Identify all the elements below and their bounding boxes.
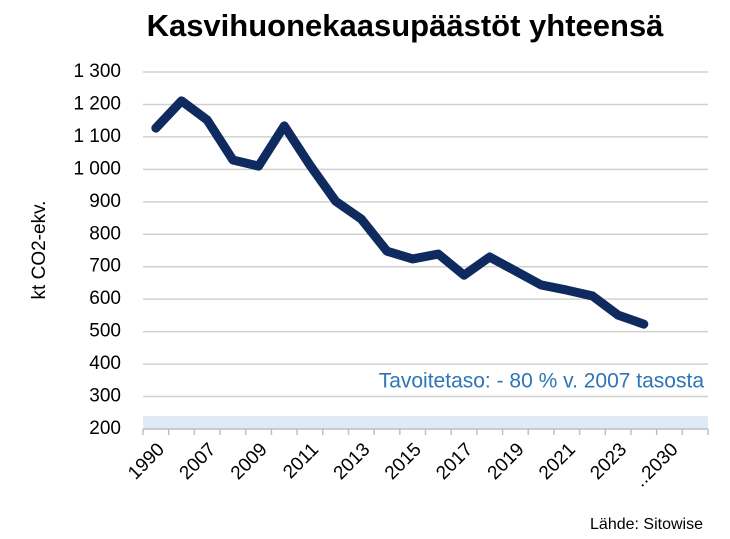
- x-tick-label: 1990: [124, 439, 169, 484]
- y-tick-label: 1 000: [73, 158, 121, 179]
- source: Lähde: Sitowise: [590, 516, 703, 533]
- y-tick-label: 1 100: [73, 126, 121, 147]
- y-tick-label: 600: [89, 288, 121, 309]
- y-tick-label: 200: [89, 418, 121, 439]
- x-tick-label: 2017: [432, 439, 477, 484]
- x-tick-label: 2019: [484, 439, 529, 484]
- chart-title: Kasvihuonekaasupäästöt yhteensä: [147, 8, 665, 43]
- x-tick-label: 2011: [279, 439, 323, 483]
- y-tick-label: 900: [89, 191, 121, 212]
- x-tick-label: ..2030: [630, 439, 682, 491]
- y-tick-label: 700: [89, 256, 121, 277]
- y-axis-label: kt CO2-ekv.: [29, 201, 50, 300]
- x-tick-label: 2007: [176, 439, 221, 484]
- y-tick-label: 1 200: [73, 93, 121, 114]
- y-tick-label: 300: [89, 386, 121, 407]
- target-band: [143, 416, 708, 429]
- x-tick-label: 2023: [586, 439, 631, 484]
- y-tick-label: 1 300: [73, 61, 121, 82]
- data-line: [151, 96, 649, 329]
- x-tick-label: 2015: [381, 439, 426, 484]
- x-tick-label: 2009: [227, 439, 272, 484]
- y-tick-label: 500: [89, 321, 121, 342]
- y-tick-label: 400: [89, 353, 121, 374]
- y-tick-label: 800: [89, 223, 121, 244]
- x-tick-label: 2021: [535, 439, 580, 484]
- x-tick-label: 2013: [330, 439, 375, 484]
- annotation: Tavoitetaso: - 80 % v. 2007 tasosta: [379, 370, 705, 393]
